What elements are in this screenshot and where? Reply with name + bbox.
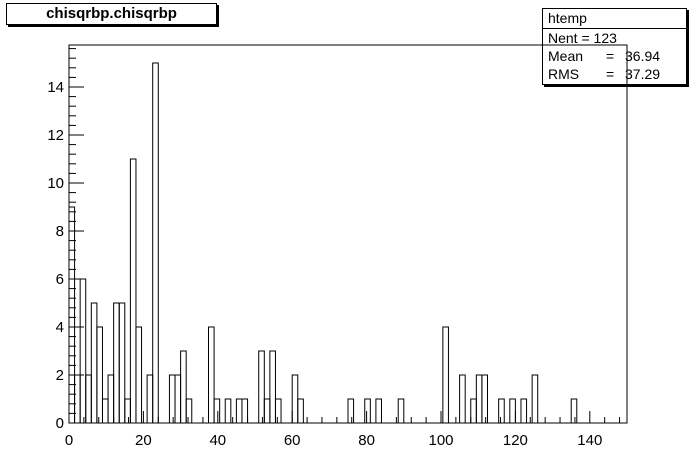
- histogram-bar: [481, 374, 489, 424]
- histogram-bar: [297, 398, 304, 424]
- histogram-bar: [459, 374, 466, 424]
- histogram-bar: [241, 398, 249, 424]
- x-tick-label: 20: [135, 432, 152, 449]
- histogram-bar: [570, 398, 578, 424]
- histogram-bar: [258, 350, 265, 424]
- histogram-bar: [124, 398, 131, 424]
- y-tick-label: 10: [47, 175, 64, 192]
- histogram-bar: [235, 398, 243, 424]
- histogram-bar: [152, 62, 159, 424]
- x-tick-label: 100: [428, 432, 453, 449]
- histogram-bar: [185, 398, 193, 424]
- histogram-bar: [274, 398, 282, 424]
- histogram-bar: [520, 398, 528, 424]
- stats-mean-equals: =: [606, 48, 615, 64]
- histogram-bar: [531, 374, 539, 424]
- histogram-bar: [208, 326, 215, 424]
- histogram-bar: [498, 398, 505, 424]
- stats-entries-row: Nent = 123: [543, 29, 686, 47]
- histogram-bars: [68, 62, 578, 424]
- stats-mean-label: Mean: [548, 48, 584, 64]
- histogram-bar: [442, 326, 449, 424]
- histogram-title-box: chisqrbp.chisqrbp: [6, 3, 217, 25]
- histogram-bar: [470, 398, 477, 424]
- histogram-bar: [101, 398, 109, 424]
- y-tick-label: 0: [56, 415, 64, 432]
- histogram-title: chisqrbp.chisqrbp: [46, 5, 177, 22]
- stats-rms-row: RMS = 37.29: [543, 65, 686, 83]
- y-tick-label: 2: [56, 367, 64, 384]
- histogram-bar: [85, 374, 92, 424]
- histogram-bar: [347, 398, 355, 424]
- histogram-bar: [475, 374, 483, 424]
- stats-rms-equals: =: [606, 66, 615, 82]
- stats-rms-value: 37.29: [625, 66, 661, 82]
- histogram-bar: [213, 398, 221, 424]
- histogram-bar: [375, 398, 382, 424]
- histogram-bar: [107, 374, 115, 424]
- histogram-bar: [135, 326, 143, 424]
- histogram-bar: [263, 398, 271, 424]
- histogram-bar: [90, 302, 98, 424]
- histogram-bar: [291, 374, 299, 424]
- histogram-bar: [224, 398, 232, 424]
- stats-entries-text: Nent = 123: [548, 30, 617, 46]
- stats-histogram-name: htemp: [543, 9, 686, 29]
- histogram-bar: [269, 350, 276, 424]
- histogram-bar: [79, 278, 87, 424]
- stats-mean-value: 36.94: [625, 48, 661, 64]
- histogram-bar: [364, 398, 371, 424]
- x-tick-label: 80: [358, 432, 375, 449]
- y-tick-label: 6: [56, 271, 64, 288]
- x-tick-label: 140: [577, 432, 602, 449]
- histogram-bar: [174, 374, 182, 424]
- stats-rms-label: RMS: [548, 66, 580, 82]
- x-tick-label: 60: [284, 432, 301, 449]
- histogram-bar: [509, 398, 516, 424]
- histogram-bar: [129, 158, 137, 424]
- x-tick-label: 40: [209, 432, 226, 449]
- x-tick-label: 120: [503, 432, 528, 449]
- histogram-bar: [397, 398, 405, 424]
- histogram-bar: [118, 302, 126, 424]
- y-tick-label: 12: [47, 127, 64, 144]
- histogram-bar: [68, 206, 76, 424]
- axes: 0 20 40 60 80 100 120 140 0 2 4 6 8 10 12 14: [47, 48, 621, 449]
- histogram-bar: [168, 374, 176, 424]
- histogram-bar: [180, 350, 187, 424]
- histogram-bar: [146, 374, 154, 424]
- y-tick-label: 14: [47, 79, 64, 96]
- y-tick-label: 4: [56, 319, 64, 336]
- y-tick-label: 8: [56, 223, 64, 240]
- x-tick-label: 0: [65, 432, 73, 449]
- histogram-bar: [96, 326, 103, 424]
- histogram-bar: [74, 374, 81, 424]
- stats-mean-row: Mean = 36.94: [543, 47, 686, 65]
- stats-box: htemp Nent = 123 Mean = 36.94 RMS = 37.2…: [542, 8, 687, 85]
- histogram-bar: [113, 302, 120, 424]
